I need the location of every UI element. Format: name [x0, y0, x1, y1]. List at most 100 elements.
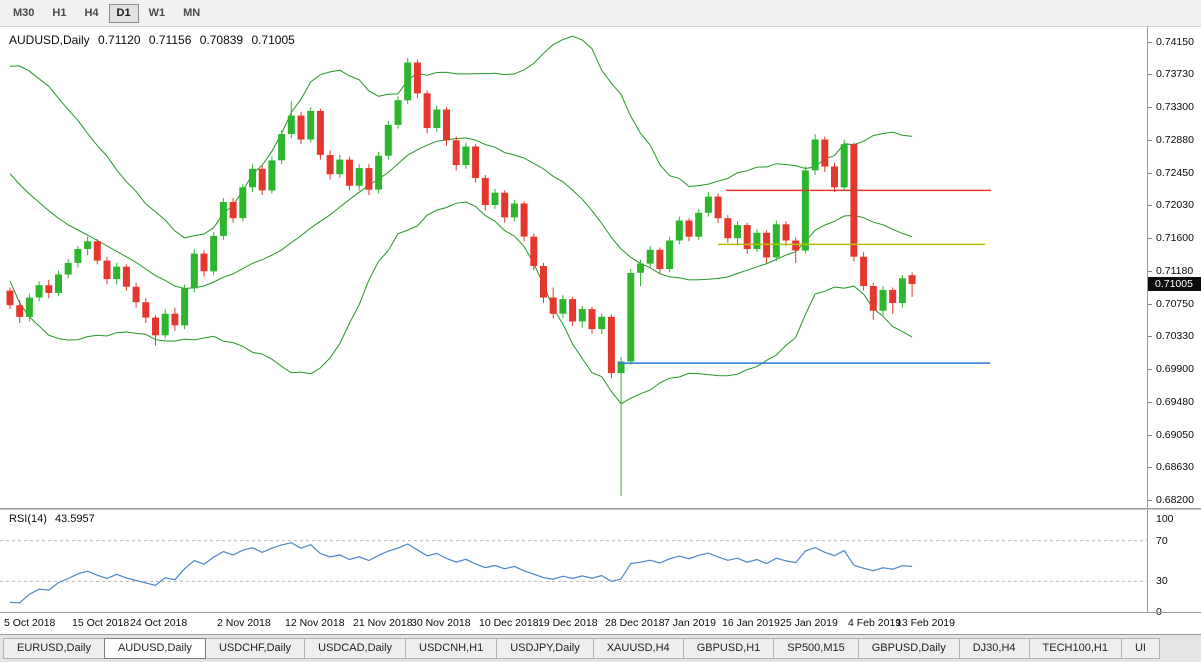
- timeframe-button-m30[interactable]: M30: [5, 4, 42, 23]
- date-label: 25 Jan 2019: [780, 617, 838, 629]
- ohlc-close-value: 0.71005: [251, 33, 295, 47]
- price-axis-label: 0.69480: [1156, 396, 1194, 408]
- candle-body: [268, 160, 276, 191]
- candle-body: [307, 111, 315, 140]
- candle-body: [200, 253, 208, 272]
- price-axis-label: 0.69900: [1156, 363, 1194, 375]
- candle-body: [598, 316, 606, 330]
- candle-body: [346, 159, 353, 186]
- date-label: 19 Dec 2018: [538, 617, 598, 629]
- candle-body: [520, 203, 528, 237]
- chart-tab-usdcnh-h1[interactable]: USDCNH,H1: [406, 638, 498, 659]
- candle-body: [365, 168, 373, 190]
- panel-divider[interactable]: [0, 508, 1201, 510]
- candle-body: [171, 313, 179, 326]
- date-label: 2 Nov 2018: [217, 617, 271, 629]
- candle-body: [675, 220, 683, 241]
- chart-tab-eurusd-daily[interactable]: EURUSD,Daily: [3, 638, 105, 659]
- price-tick: [1148, 402, 1152, 403]
- candle-body: [753, 232, 761, 249]
- timeframe-button-h1[interactable]: H1: [44, 4, 74, 23]
- candle-body: [25, 297, 33, 317]
- timeframe-toolbar: M30 H1 H4 D1 W1 MN: [0, 0, 1201, 27]
- chart-tab-tech100-h1[interactable]: TECH100,H1: [1029, 638, 1122, 659]
- candle-body: [685, 220, 693, 237]
- candle-body: [743, 225, 751, 249]
- candle-body: [578, 309, 586, 322]
- candle-body: [821, 139, 829, 167]
- price-tick: [1148, 304, 1152, 305]
- candle-body: [142, 302, 150, 318]
- candle-body: [297, 115, 305, 140]
- candle-body: [549, 297, 557, 314]
- price-axis-label: 0.68630: [1156, 461, 1194, 473]
- timeframe-button-mn[interactable]: MN: [175, 4, 208, 23]
- chart-tab-usdjpy-daily[interactable]: USDJPY,Daily: [497, 638, 594, 659]
- chart-tab-audusd-daily[interactable]: AUDUSD,Daily: [103, 638, 206, 659]
- date-label: 28 Dec 2018: [605, 617, 665, 629]
- candle-body: [443, 109, 450, 141]
- chart-tab-dj30-h4[interactable]: DJ30,H4: [959, 638, 1030, 659]
- price-axis-label: 0.69050: [1156, 429, 1194, 441]
- candle-body: [491, 192, 499, 205]
- chart-tab-ui[interactable]: UI: [1121, 638, 1160, 659]
- timeframe-button-w1[interactable]: W1: [141, 4, 174, 23]
- main-chart[interactable]: [0, 27, 1147, 508]
- candle-body: [540, 266, 547, 298]
- candle-body: [35, 285, 43, 298]
- candle-body: [113, 266, 121, 279]
- candle-body: [375, 155, 383, 190]
- candle-body: [879, 289, 887, 311]
- candle-body: [831, 166, 838, 188]
- price-tick: [1148, 500, 1152, 501]
- candle-body: [93, 241, 101, 261]
- date-label: 5 Oct 2018: [4, 617, 56, 629]
- candle-body: [772, 224, 780, 258]
- chart-tab-xauusd-h4[interactable]: XAUUSD,H4: [593, 638, 684, 659]
- rsi-line: [9, 542, 913, 604]
- date-label: 24 Oct 2018: [130, 617, 188, 629]
- chart-symbol-label: AUDUSD,Daily: [9, 33, 90, 47]
- candle-body: [161, 313, 169, 336]
- candle-body: [16, 305, 24, 317]
- price-tick: [1148, 140, 1152, 141]
- date-label: 7 Jan 2019: [664, 617, 716, 629]
- candle-body: [559, 299, 567, 314]
- candle-body: [666, 240, 674, 269]
- timeframe-button-d1[interactable]: D1: [108, 3, 139, 23]
- rsi-axis-label: 30: [1156, 575, 1168, 587]
- rsi-name: RSI(14): [9, 513, 47, 525]
- candle-body: [404, 62, 412, 101]
- chart-tab-usdcad-daily[interactable]: USDCAD,Daily: [305, 638, 407, 659]
- candle-body: [84, 241, 92, 249]
- candle-body: [210, 235, 218, 272]
- candle-body: [481, 178, 489, 206]
- price-axis-label: 0.72880: [1156, 134, 1194, 146]
- candle-body: [530, 236, 538, 266]
- candle-body: [889, 289, 897, 303]
- candle-body: [316, 111, 324, 155]
- rsi-chart[interactable]: [0, 510, 1147, 612]
- chart-tab-usdchf-daily[interactable]: USDCHF,Daily: [205, 638, 306, 659]
- candle-body: [801, 170, 809, 251]
- candle-body: [695, 212, 703, 237]
- candle-body: [898, 278, 906, 303]
- price-tick: [1148, 42, 1152, 43]
- chart-tab-gbpusd-h1[interactable]: GBPUSD,H1: [683, 638, 775, 659]
- price-axis-label: 0.73300: [1156, 101, 1194, 113]
- ohlc-high-value: 0.71156: [148, 33, 192, 47]
- price-axis[interactable]: 0.74150 0.73730 0.73300 0.72880 0.72450 0.720…: [1147, 27, 1201, 618]
- candle-body: [152, 317, 159, 336]
- candle-body: [569, 299, 577, 322]
- candle-body: [734, 225, 741, 239]
- candle-body: [122, 266, 130, 287]
- timeframe-button-h4[interactable]: H4: [76, 4, 106, 23]
- chart-tab-sp500-m15[interactable]: SP500,M15: [774, 638, 859, 659]
- price-axis-label: 0.72450: [1156, 167, 1194, 179]
- candle-body: [336, 159, 344, 175]
- candle-body: [249, 168, 256, 188]
- price-axis-label: 0.70750: [1156, 298, 1194, 310]
- time-axis[interactable]: 5 Oct 2018 15 Oct 2018 24 Oct 2018 2 Nov 20…: [0, 613, 1147, 634]
- date-label: 12 Nov 2018: [285, 617, 345, 629]
- chart-tab-gbpusd-daily[interactable]: GBPUSD,Daily: [858, 638, 960, 659]
